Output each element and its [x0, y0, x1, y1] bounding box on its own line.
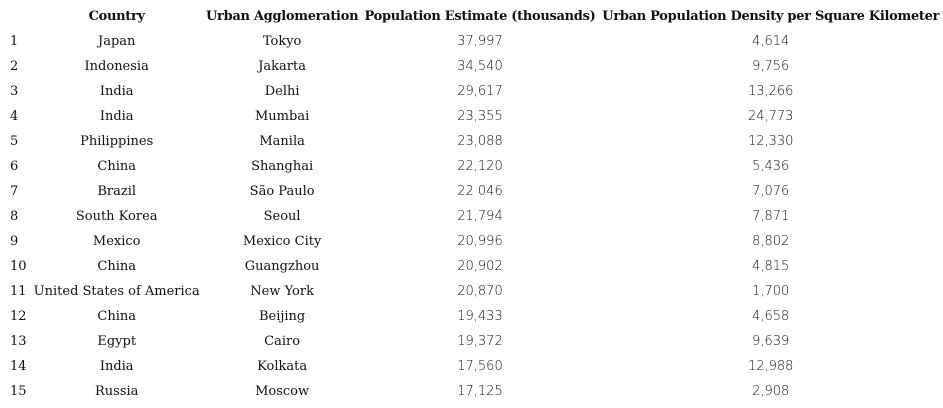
city-cell: Mumbai [254, 109, 310, 124]
country-cell: Mexico [92, 234, 141, 249]
density-cell: 12,330 [747, 134, 794, 149]
city-cell: New York [250, 284, 314, 299]
rank-cell: 8 [10, 209, 19, 224]
city-cell: Cairo [264, 334, 301, 349]
density-cell: 13,266 [747, 84, 794, 99]
country-cell: China [97, 259, 136, 274]
table-row: 12 China Beijing 19,433 4,658 [0, 304, 943, 329]
rank-cell: 14 [10, 359, 27, 374]
density-cell: 4,658 [752, 309, 790, 324]
rank-cell: 1 [10, 34, 19, 49]
population-cell: 34,540 [457, 59, 503, 74]
table-row: 2 Indonesia Jakarta 34,540 9,756 [0, 54, 943, 79]
density-cell: 2,908 [752, 384, 790, 399]
country-cell: South Korea [75, 209, 158, 224]
density-cell: 9,639 [752, 334, 790, 349]
rank-cell: 3 [10, 84, 19, 99]
rank-cell: 13 [10, 334, 27, 349]
rank-cell: 9 [10, 234, 19, 249]
city-cell: Manila [259, 134, 305, 149]
population-cell: 17,560 [457, 359, 503, 374]
city-cell: Shanghai [251, 159, 314, 174]
table-row: 6 China Shanghai 22,120 5,436 [0, 154, 943, 179]
table-row: 15 Russia Moscow 17,125 2,908 [0, 379, 943, 404]
city-cell: Moscow [255, 384, 310, 399]
density-cell: 7,871 [752, 209, 790, 224]
density-cell: 9,756 [752, 59, 790, 74]
country-cell: India [99, 109, 134, 124]
density-cell: 4,614 [752, 34, 790, 49]
rank-cell: 11 [10, 284, 27, 299]
country-cell: United States of America [33, 284, 200, 299]
city-cell: Beijing [258, 309, 306, 324]
density-cell: 1,700 [752, 284, 790, 299]
country-cell: Brazil [97, 184, 137, 199]
population-cell: 21,794 [457, 209, 503, 224]
population-cell: 20,870 [457, 284, 503, 299]
country-cell: India [99, 84, 134, 99]
rank-cell: 10 [10, 259, 27, 274]
table-row: 14 India Kolkata 17,560 12,988 [0, 354, 943, 379]
table-row: 13 Egypt Cairo 19,372 9,639 [0, 329, 943, 354]
header-urban-agglomeration: Urban Agglomeration [206, 9, 359, 24]
header-rank [0, 4, 31, 29]
rank-cell: 4 [10, 109, 19, 124]
header-row: Country Urban Agglomeration Population E… [0, 4, 943, 29]
table-row: 4 India Mumbai 23,355 24,773 [0, 104, 943, 129]
rank-cell: 7 [10, 184, 19, 199]
density-cell: 12,988 [747, 359, 794, 374]
table-row: 5 Philippines Manila 23,088 12,330 [0, 129, 943, 154]
density-cell: 24,773 [747, 109, 794, 124]
header-density: Urban Population Density per Square Kilo… [602, 9, 940, 24]
population-cell: 22,120 [457, 159, 503, 174]
rank-cell: 6 [10, 159, 19, 174]
table-row: 3 India Delhi 29,617 13,266 [0, 79, 943, 104]
density-cell: 8,802 [752, 234, 790, 249]
population-cell: 19,372 [457, 334, 503, 349]
density-cell: 5,436 [752, 159, 790, 174]
population-cell: 20,996 [457, 234, 503, 249]
population-cell: 23,088 [457, 134, 503, 149]
city-cell: Kolkata [257, 359, 308, 374]
table-row: 11 United States of America New York 20,870… [0, 279, 943, 304]
country-cell: India [99, 359, 134, 374]
rank-cell: 5 [10, 134, 19, 149]
country-cell: China [97, 309, 136, 324]
population-cell: 23,355 [457, 109, 503, 124]
header-population-estimate: Population Estimate (thousands) [364, 9, 596, 24]
header-country: Country [88, 9, 146, 24]
table-row: 8 South Korea Seoul 21,794 7,871 [0, 204, 943, 229]
table-row: 1 Japan Tokyo 37,997 4,614 [0, 29, 943, 54]
city-cell: Guangzhou [244, 259, 320, 274]
population-cell: 20,902 [457, 259, 503, 274]
country-cell: China [97, 159, 136, 174]
country-cell: Egypt [97, 334, 137, 349]
city-cell: Mexico City [242, 234, 322, 249]
table-row: 7 Brazil São Paulo 22 046 7,076 [0, 179, 943, 204]
table-row: 9 Mexico Mexico City 20,996 8,802 [0, 229, 943, 254]
table-row: 10 China Guangzhou 20,902 4,815 [0, 254, 943, 279]
city-cell: Jakarta [258, 59, 306, 74]
rank-cell: 12 [10, 309, 27, 324]
city-cell: Tokyo [262, 34, 302, 49]
density-cell: 7,076 [752, 184, 790, 199]
city-cell: São Paulo [249, 184, 315, 199]
city-cell: Seoul [263, 209, 301, 224]
rank-cell: 15 [10, 384, 27, 399]
population-cell: 19,433 [457, 309, 503, 324]
population-cell: 29,617 [457, 84, 503, 99]
population-cell: 22 046 [457, 184, 503, 199]
country-cell: Russia [94, 384, 139, 399]
country-cell: Philippines [80, 134, 154, 149]
population-cell: 37,997 [457, 34, 503, 49]
city-cell: Delhi [264, 84, 300, 99]
density-cell: 4,815 [752, 259, 790, 274]
rank-cell: 2 [10, 59, 19, 74]
population-cell: 17,125 [457, 384, 503, 399]
urban-agglomerations-table: Country Urban Agglomeration Population E… [0, 4, 943, 404]
country-cell: Indonesia [84, 59, 149, 74]
country-cell: Japan [97, 34, 136, 49]
